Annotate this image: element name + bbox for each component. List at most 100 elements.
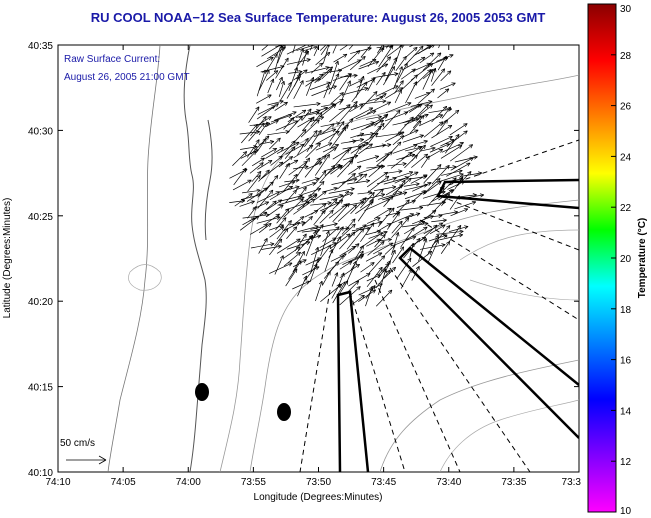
current-vector — [383, 66, 395, 86]
current-vector — [420, 224, 438, 242]
current-vector — [274, 255, 284, 275]
current-vector — [454, 200, 477, 210]
current-vector — [450, 208, 469, 217]
current-vector — [284, 146, 296, 159]
surface-current-vectors — [229, 45, 485, 307]
current-vector — [375, 237, 392, 242]
current-vector — [274, 111, 297, 121]
current-vector — [234, 193, 253, 207]
current-vector — [436, 229, 464, 235]
current-vector — [285, 159, 299, 167]
current-vector — [232, 179, 252, 191]
current-vector — [283, 117, 295, 130]
current-vector — [409, 120, 422, 134]
current-vector — [303, 193, 318, 203]
current-vector — [339, 45, 352, 51]
current-vector — [293, 165, 309, 170]
current-vector — [366, 122, 385, 146]
current-vector — [265, 175, 279, 192]
current-vector — [445, 134, 460, 154]
current-vector — [360, 262, 375, 273]
current-vector — [260, 147, 277, 158]
current-vector — [385, 102, 412, 114]
current-vector — [350, 141, 369, 154]
colorbar-tick-label: 10 — [620, 506, 632, 517]
current-vector — [269, 262, 293, 274]
current-vector — [305, 66, 330, 74]
current-timestamp: August 26, 2005 21:00 GMT — [64, 72, 190, 83]
current-vector — [422, 52, 442, 71]
current-vector — [360, 99, 387, 105]
current-vector — [297, 50, 310, 66]
current-vector — [315, 142, 333, 151]
current-vector — [266, 47, 286, 60]
current-vector — [404, 46, 418, 59]
current-vector — [300, 119, 320, 138]
current-vector — [355, 75, 365, 98]
current-vector — [306, 129, 322, 152]
current-vector — [394, 171, 419, 184]
current-vector — [341, 218, 356, 235]
current-vector — [391, 220, 403, 234]
current-vector — [367, 175, 390, 193]
current-vector — [321, 68, 333, 80]
current-vector — [333, 53, 348, 63]
current-vector — [348, 45, 354, 50]
current-vector — [431, 218, 447, 223]
current-vector — [342, 143, 366, 150]
current-vector — [454, 155, 478, 163]
colorbar-label: Temperature (°C) — [637, 218, 648, 299]
current-vector — [328, 236, 342, 258]
current-vector — [246, 139, 260, 158]
current-vector — [400, 45, 404, 47]
bathymetry-contour — [379, 359, 579, 472]
current-vector — [439, 233, 464, 241]
colorbar-tick-label: 18 — [620, 305, 632, 316]
current-vector — [322, 226, 340, 242]
current-vector — [355, 173, 368, 184]
current-vector — [403, 56, 426, 70]
current-vector — [400, 268, 413, 289]
current-vector — [321, 123, 335, 135]
current-vector — [315, 244, 332, 266]
current-vector — [264, 120, 279, 128]
current-vector — [258, 238, 268, 254]
y-tick-label: 40:35 — [28, 41, 53, 52]
current-vector — [256, 116, 272, 127]
current-vector — [323, 84, 330, 99]
colorbar-tick-label: 14 — [620, 406, 632, 417]
current-vector — [373, 72, 399, 79]
current-vector — [293, 198, 316, 215]
current-vector — [265, 146, 284, 159]
current-vector — [283, 251, 301, 267]
current-vector — [391, 179, 406, 200]
current-vector — [250, 224, 268, 235]
current-vector — [375, 289, 393, 307]
current-vector — [256, 56, 274, 68]
current-vector — [302, 116, 315, 131]
current-vector — [385, 131, 405, 142]
current-vector — [301, 177, 320, 184]
current-vector — [279, 162, 290, 179]
current-vector — [418, 238, 428, 262]
current-vector — [331, 272, 339, 287]
current-vector — [346, 260, 357, 284]
current-vector — [303, 45, 318, 52]
current-vector — [313, 224, 324, 239]
current-vector — [385, 169, 403, 174]
current-vector — [274, 45, 284, 73]
current-vector — [268, 137, 281, 150]
current-vector — [292, 216, 305, 226]
current-vector — [257, 189, 274, 209]
current-vector — [417, 88, 435, 104]
current-vector — [366, 101, 392, 115]
current-vector — [247, 206, 257, 219]
current-vector — [319, 45, 327, 51]
current-vector — [426, 148, 443, 159]
current-vector — [410, 174, 428, 184]
current-vector — [391, 232, 400, 255]
current-vector — [431, 105, 448, 123]
current-vector — [427, 239, 439, 264]
current-vector — [309, 258, 320, 283]
current-vector — [357, 155, 380, 164]
